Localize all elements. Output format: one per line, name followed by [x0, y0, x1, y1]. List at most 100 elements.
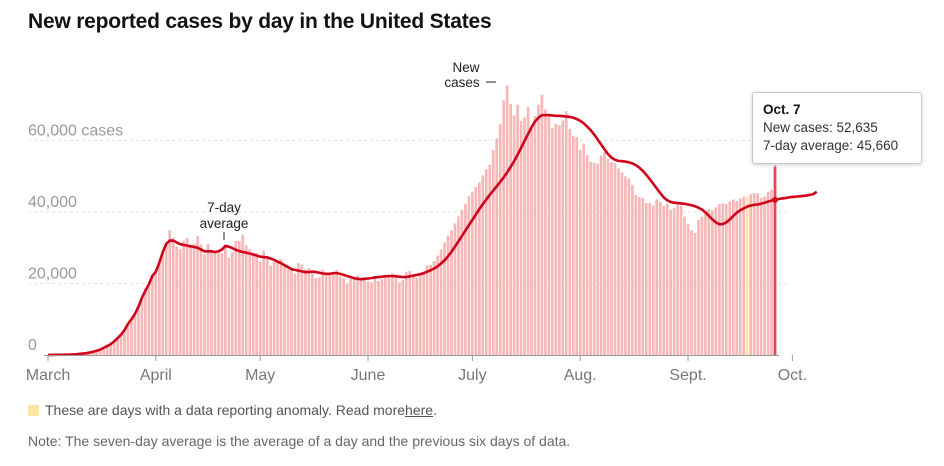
case-bar[interactable]	[749, 194, 752, 355]
case-bar[interactable]	[338, 275, 342, 355]
case-bar[interactable]	[276, 261, 279, 355]
case-bar[interactable]	[391, 273, 394, 355]
case-bar[interactable]	[199, 244, 203, 355]
case-bar[interactable]	[206, 243, 210, 355]
case-bar[interactable]	[537, 104, 540, 355]
case-bar[interactable]	[290, 268, 293, 355]
case-bar[interactable]	[738, 198, 742, 355]
case-bar[interactable]	[314, 278, 318, 355]
case-bar[interactable]	[220, 253, 224, 355]
case-bar[interactable]	[627, 178, 631, 355]
case-bar[interactable]	[297, 263, 300, 355]
case-bar[interactable]	[119, 334, 123, 355]
case-bar[interactable]	[408, 270, 412, 355]
case-bar[interactable]	[196, 235, 199, 355]
case-bar[interactable]	[648, 203, 652, 355]
case-bar[interactable]	[735, 201, 739, 355]
case-bar[interactable]	[766, 191, 770, 355]
case-bar[interactable]	[564, 111, 568, 355]
case-bar[interactable]	[116, 338, 119, 355]
case-bar[interactable]	[213, 253, 217, 355]
case-bar[interactable]	[603, 151, 606, 355]
case-bar[interactable]	[731, 199, 735, 355]
case-bar[interactable]	[477, 182, 481, 355]
case-bar[interactable]	[516, 104, 519, 355]
case-bar[interactable]	[425, 265, 429, 355]
case-bar[interactable]	[363, 278, 366, 355]
case-bar[interactable]	[502, 100, 506, 356]
case-bar[interactable]	[505, 85, 509, 355]
case-bar[interactable]	[551, 128, 554, 355]
case-bar[interactable]	[658, 201, 662, 355]
case-bar[interactable]	[377, 280, 380, 355]
case-bar[interactable]	[210, 251, 213, 355]
case-bar[interactable]	[662, 205, 666, 355]
case-bar[interactable]	[164, 243, 168, 355]
case-bar[interactable]	[457, 216, 460, 355]
case-bar[interactable]	[345, 283, 349, 356]
case-bar[interactable]	[467, 196, 471, 355]
case-bar[interactable]	[679, 205, 683, 355]
case-bar[interactable]	[300, 264, 304, 355]
case-bar[interactable]	[488, 164, 492, 355]
case-bar[interactable]	[109, 344, 112, 355]
case-bar[interactable]	[331, 273, 335, 355]
case-bar[interactable]	[697, 219, 700, 355]
case-bar[interactable]	[571, 135, 575, 355]
case-bar[interactable]	[269, 265, 272, 355]
case-bar[interactable]	[450, 230, 453, 355]
case-bar[interactable]	[244, 245, 248, 355]
case-bar[interactable]	[763, 196, 766, 355]
case-bar[interactable]	[321, 269, 325, 355]
case-bar[interactable]	[411, 276, 415, 355]
case-bar[interactable]	[342, 278, 346, 355]
case-bar[interactable]	[554, 123, 558, 355]
case-bar[interactable]	[613, 163, 617, 355]
case-bar[interactable]	[742, 196, 746, 355]
case-bar[interactable]	[596, 163, 599, 355]
case-bar[interactable]	[557, 125, 561, 355]
case-bar[interactable]	[624, 176, 627, 355]
case-bar[interactable]	[130, 319, 133, 355]
case-bar[interactable]	[366, 281, 370, 355]
case-bar[interactable]	[192, 243, 196, 355]
case-bar[interactable]	[394, 274, 398, 355]
case-bar[interactable]	[526, 106, 530, 356]
case-bar[interactable]	[519, 121, 523, 355]
case-bar[interactable]	[231, 252, 234, 355]
case-bar[interactable]	[495, 138, 499, 355]
case-bar[interactable]	[293, 273, 297, 355]
case-bar[interactable]	[439, 249, 443, 355]
case-bar[interactable]	[178, 249, 182, 355]
case-bar[interactable]	[655, 199, 659, 355]
case-bar[interactable]	[693, 233, 697, 355]
case-bar[interactable]	[728, 201, 732, 355]
case-bar[interactable]	[770, 189, 773, 355]
case-bar[interactable]	[359, 278, 363, 355]
case-bar[interactable]	[599, 155, 603, 355]
case-bar[interactable]	[474, 186, 478, 355]
case-bar[interactable]	[311, 273, 314, 355]
case-bar[interactable]	[606, 159, 610, 355]
case-bar[interactable]	[126, 323, 130, 355]
case-bar[interactable]	[665, 203, 669, 355]
case-bar[interactable]	[175, 246, 179, 355]
case-bar[interactable]	[258, 261, 262, 355]
case-bar[interactable]	[147, 284, 151, 355]
case-bar[interactable]	[481, 175, 485, 355]
case-bar[interactable]	[91, 351, 95, 355]
case-bar[interactable]	[638, 196, 641, 355]
case-bar[interactable]	[471, 191, 474, 355]
case-bar[interactable]	[547, 113, 551, 355]
case-bar[interactable]	[356, 275, 359, 355]
case-bar[interactable]	[237, 240, 241, 355]
case-bar[interactable]	[512, 115, 516, 355]
case-bar[interactable]	[561, 120, 565, 355]
case-bar[interactable]	[307, 268, 311, 355]
case-bar[interactable]	[415, 277, 419, 355]
case-bar[interactable]	[251, 252, 255, 355]
read-more-link[interactable]: here	[405, 402, 434, 418]
case-bar[interactable]	[759, 197, 763, 355]
case-bar[interactable]	[171, 237, 175, 355]
case-bar[interactable]	[401, 279, 405, 355]
